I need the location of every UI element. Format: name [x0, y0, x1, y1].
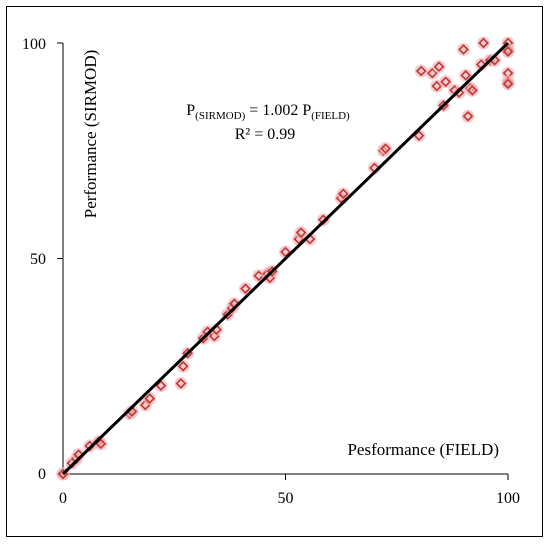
data-point-glow	[176, 359, 190, 373]
data-point-marker	[467, 85, 478, 96]
equation-sub1: (SIRMOD)	[195, 110, 245, 122]
data-point-marker	[462, 110, 474, 122]
data-point-marker	[280, 246, 291, 258]
equation-main: P	[186, 102, 195, 119]
data-point-marker	[240, 283, 251, 295]
data-point	[336, 187, 350, 201]
data-point-marker	[338, 188, 349, 200]
data-point-marker	[380, 143, 391, 154]
data-point-marker	[155, 380, 167, 391]
data-point	[457, 42, 470, 56]
data-point-glow	[439, 75, 453, 89]
chart-frame	[6, 6, 543, 537]
data-point	[439, 75, 453, 89]
y-tick-label-100: 100	[22, 36, 46, 53]
y-tick-label-50: 50	[30, 251, 46, 268]
data-point-glow	[461, 109, 475, 123]
data-point-glow	[501, 45, 515, 59]
data-point-glow	[174, 376, 188, 390]
data-point-marker	[295, 227, 307, 238]
data-point-marker	[95, 438, 107, 450]
data-point-marker	[460, 69, 472, 81]
data-point-glow	[465, 83, 479, 97]
data-point-glow	[336, 187, 350, 201]
data-point-marker	[502, 46, 514, 57]
y-tick-label-0: 0	[38, 466, 46, 483]
data-point-glow	[459, 68, 473, 82]
data-point	[461, 109, 475, 123]
x-tick-label-0: 0	[59, 490, 67, 507]
data-point-marker	[175, 378, 187, 389]
x-tick-label-50: 50	[278, 490, 294, 507]
data-point-marker	[431, 80, 443, 92]
data-point-glow	[457, 42, 470, 56]
data-point	[414, 64, 428, 78]
data-point-glow	[143, 392, 157, 406]
r-squared: R² = 0.99	[235, 126, 296, 143]
data-point-marker	[413, 130, 425, 141]
x-tick-label-100: 100	[496, 490, 520, 507]
data-point	[477, 36, 491, 50]
data-point	[294, 226, 308, 240]
data-point	[459, 68, 473, 82]
data-point	[501, 45, 515, 59]
data-point-glow	[238, 282, 252, 296]
x-axis-label: Pesformance (FIELD)	[347, 440, 499, 459]
data-point	[465, 83, 479, 97]
data-point-marker	[177, 360, 189, 372]
equation-sub2: (FIELD)	[311, 110, 350, 122]
data-point	[238, 282, 252, 296]
data-point-glow	[294, 226, 308, 240]
y-axis-label: Performance (SIRMOD)	[81, 50, 100, 219]
data-point	[174, 376, 188, 390]
data-point-glow	[501, 77, 515, 91]
data-point	[176, 359, 190, 373]
data-point	[501, 77, 515, 91]
data-point	[432, 60, 446, 74]
data-point-marker	[433, 61, 445, 73]
data-point-glow	[414, 64, 428, 78]
data-point	[143, 392, 157, 406]
data-point-marker	[144, 393, 156, 404]
data-point-glow	[432, 60, 446, 74]
data-point-glow	[379, 142, 393, 156]
data-point-marker	[502, 78, 514, 90]
data-point	[379, 142, 393, 156]
data-point-marker	[415, 65, 427, 77]
equation-mid: = 1.002 P	[245, 102, 311, 119]
data-point-glow	[477, 36, 491, 50]
data-point-marker	[440, 76, 452, 88]
regression-equation: P(SIRMOD) = 1.002 P(FIELD)	[186, 102, 350, 122]
data-point-marker	[478, 37, 489, 49]
trendline	[61, 41, 510, 476]
data-point-marker	[458, 44, 469, 55]
